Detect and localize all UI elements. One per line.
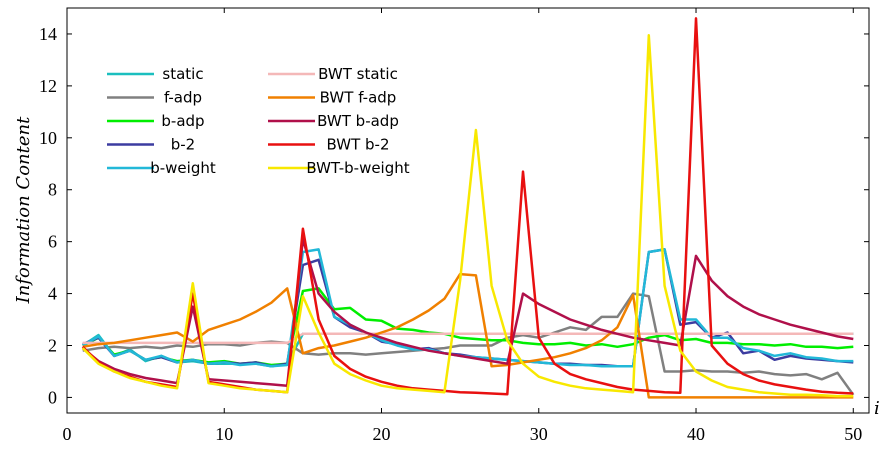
series-line-b-weight	[82, 248, 854, 368]
x-tick-label: 30	[530, 424, 548, 444]
legend: static f-adp b-adp b-2 b-weight BWT static BWT…	[107, 65, 410, 177]
x-tick-label: 50	[844, 424, 862, 444]
legend-label: b-2	[171, 136, 195, 154]
legend-label: b-adp	[161, 112, 204, 130]
series-line-bwt-f-adp	[82, 272, 854, 399]
x-tick-label: 20	[373, 424, 391, 444]
series-line-bwt-b-adp	[81, 237, 854, 387]
legend-label: static	[162, 65, 203, 83]
legend-label: BWT-b-weight	[306, 159, 409, 177]
y-tick-label: 2	[48, 336, 57, 356]
y-tick-label: 4	[48, 284, 57, 304]
series-line-f-adp	[82, 292, 855, 396]
legend-label: f-adp	[164, 89, 202, 107]
series-line-b-2	[82, 248, 854, 368]
legend-label: BWT f-adp	[320, 89, 397, 107]
x-tick-label: 10	[215, 424, 233, 444]
series-line-bwt-static	[82, 332, 854, 345]
series-line-b-adp	[82, 287, 854, 367]
y-tick-label: 6	[48, 232, 57, 252]
x-axis-label: i	[874, 398, 880, 419]
axis-ticks: 0 10 20 30 40 50 0 2 4 6 8 10 12 14	[39, 8, 869, 444]
series-layer	[81, 17, 855, 399]
y-tick-label: 14	[39, 24, 57, 44]
y-tick-label: 8	[48, 180, 57, 200]
legend-label: b-weight	[150, 159, 216, 177]
y-tick-label: 0	[48, 387, 57, 407]
x-tick-label: 0	[63, 424, 72, 444]
x-tick-label: 40	[687, 424, 705, 444]
y-axis-label: Information Content	[13, 116, 34, 304]
series-line-bwt-b-weight	[81, 34, 854, 398]
y-tick-label: 12	[39, 76, 57, 96]
legend-label: BWT static	[318, 65, 398, 83]
y-tick-label: 10	[39, 128, 57, 148]
plot-frame	[66, 7, 870, 414]
legend-label: BWT b-2	[327, 136, 390, 154]
legend-label: BWT b-adp	[317, 112, 399, 130]
series-line-bwt-b-2	[81, 17, 854, 396]
